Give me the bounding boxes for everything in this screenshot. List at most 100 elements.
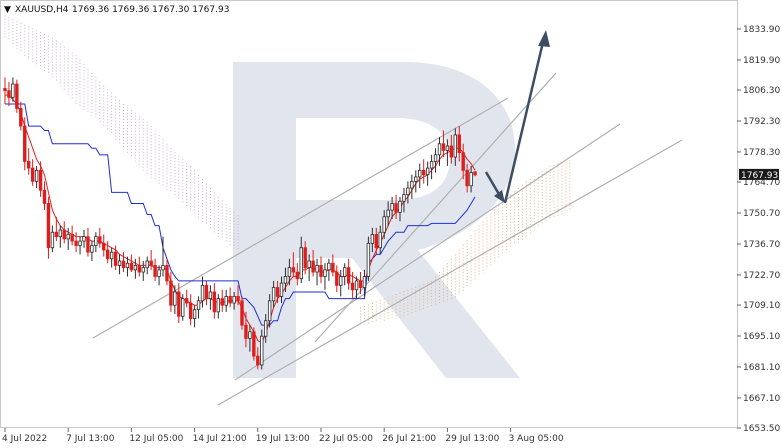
candle-body xyxy=(421,169,426,176)
candle-body xyxy=(275,287,280,297)
candle xyxy=(271,280,276,308)
candle-body xyxy=(244,324,248,339)
candle xyxy=(98,227,102,248)
candle xyxy=(406,181,410,204)
candle xyxy=(133,258,138,279)
candle xyxy=(327,258,331,281)
candle-body xyxy=(196,300,201,311)
candle-body xyxy=(358,280,363,288)
candle xyxy=(291,252,296,277)
candle-body xyxy=(378,231,382,249)
candle-body xyxy=(62,229,66,240)
candle-body xyxy=(38,169,43,191)
candle xyxy=(141,261,145,281)
candle-body xyxy=(240,300,244,326)
header-triangle-icon[interactable]: ▼ xyxy=(4,5,11,15)
candle xyxy=(228,287,232,308)
candle xyxy=(224,289,228,312)
candle-body xyxy=(263,320,268,337)
candle xyxy=(370,227,375,253)
x-tick-label: 12 Jul 05:00 xyxy=(129,434,183,444)
ichimoku-cloud-lower xyxy=(360,160,571,326)
candle xyxy=(26,148,31,175)
candle xyxy=(319,256,323,284)
candle xyxy=(232,291,236,310)
y-tick-label: 1792.30 xyxy=(743,117,780,127)
candle xyxy=(3,77,7,104)
candle-body xyxy=(390,203,394,211)
candle xyxy=(410,174,414,200)
candle xyxy=(358,272,363,295)
candle-body xyxy=(469,172,473,187)
candle xyxy=(429,154,434,180)
candle-body xyxy=(362,276,367,288)
candle-body xyxy=(267,300,272,322)
candle-body xyxy=(161,265,165,271)
candle-body xyxy=(248,331,252,339)
candle xyxy=(94,232,98,253)
candle xyxy=(433,148,438,173)
candle xyxy=(42,181,47,211)
candle-body xyxy=(70,234,74,242)
candle xyxy=(346,258,351,290)
candle xyxy=(157,265,161,286)
candle xyxy=(165,258,169,286)
candle-body xyxy=(236,295,240,302)
candle-body xyxy=(224,295,228,306)
candle xyxy=(34,165,39,189)
candle-body xyxy=(102,242,106,251)
candle-body xyxy=(66,234,70,240)
candle-body xyxy=(453,134,457,158)
candle-body xyxy=(208,291,213,300)
candle-body xyxy=(204,284,209,300)
candle-body xyxy=(406,187,410,196)
candle-body xyxy=(200,284,205,302)
candle-body xyxy=(271,287,276,302)
x-axis: 4 Jul 2022 7 Jul 13:00 12 Jul 05:00 14 Jul … xyxy=(2,428,564,444)
candle-body xyxy=(465,169,469,187)
candle-body xyxy=(260,335,264,366)
x-tick-label: 14 Jul 21:00 xyxy=(193,434,247,444)
candle xyxy=(74,232,78,253)
candle-body xyxy=(327,262,331,271)
brand-watermark-logo xyxy=(233,62,520,378)
candle xyxy=(421,159,426,184)
candle xyxy=(287,258,292,286)
candle xyxy=(339,269,343,297)
candle-body xyxy=(149,260,153,266)
candle-body xyxy=(184,298,189,304)
candle xyxy=(86,227,90,257)
last-price-label: 1767.93 xyxy=(741,171,778,181)
candle-body xyxy=(42,189,47,204)
x-tick-label: 19 Jul 13:00 xyxy=(256,434,310,444)
candle-body xyxy=(339,276,343,286)
candle xyxy=(453,128,457,166)
candle-body xyxy=(311,260,315,273)
candle xyxy=(366,236,371,281)
candle-body xyxy=(410,180,414,189)
candle xyxy=(109,247,114,268)
candle xyxy=(342,263,347,286)
candle-body xyxy=(331,262,335,273)
candle xyxy=(11,77,15,102)
candle xyxy=(441,130,446,158)
candle-body xyxy=(394,203,398,213)
candle xyxy=(425,161,430,186)
x-tick-label: 26 Jul 21:00 xyxy=(382,434,436,444)
candle xyxy=(38,161,43,197)
candle-body xyxy=(429,161,434,169)
candle xyxy=(58,225,62,248)
header-symbol: XAUUSD,H4 xyxy=(15,5,69,15)
y-tick-label: 1681.10 xyxy=(743,363,780,373)
candle-body xyxy=(26,161,31,169)
candle xyxy=(212,283,217,319)
candle-body xyxy=(141,267,145,273)
y-tick-label: 1778.30 xyxy=(743,148,780,158)
x-tick-label: 4 Jul 2022 xyxy=(2,434,47,444)
candle-body xyxy=(34,169,39,182)
candle-body xyxy=(78,240,82,246)
chart-header: ▼ XAUUSD,H4 1769.36 1769.36 1767.30 1767… xyxy=(4,5,229,15)
candle xyxy=(473,171,477,177)
candle-body xyxy=(319,265,323,277)
